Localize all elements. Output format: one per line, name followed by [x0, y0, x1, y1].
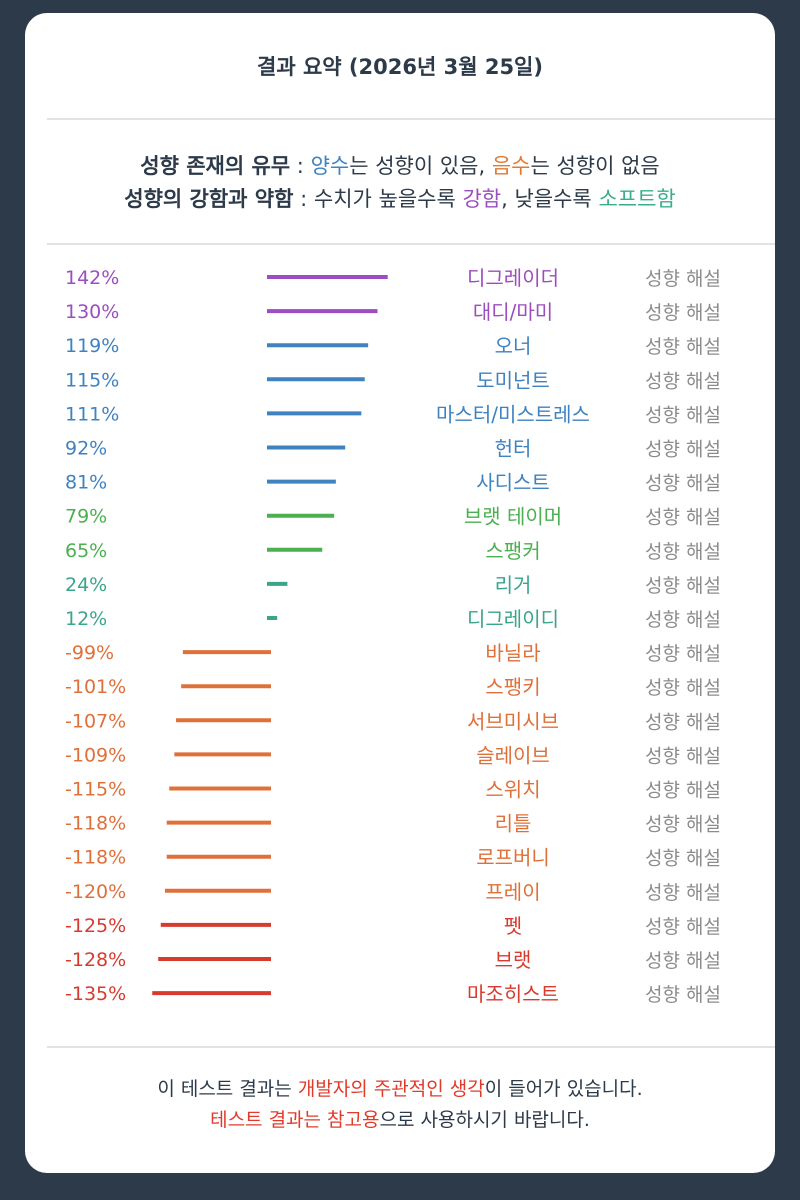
value-label: -107%: [65, 710, 126, 732]
explanation-link[interactable]: 성향 해설: [645, 984, 721, 1006]
value-label: 111%: [65, 403, 119, 425]
explanation-link[interactable]: 성향 해설: [645, 643, 721, 665]
explanation-link[interactable]: 성향 해설: [645, 882, 721, 904]
legend-strength-label: 성향의 강함과 약함: [124, 187, 294, 211]
value-label: -128%: [65, 949, 126, 971]
legend-positive-term: 양수: [310, 154, 350, 178]
explanation-link[interactable]: 성향 해설: [645, 745, 721, 767]
middle-divider: [47, 243, 775, 245]
category-label: 브랫: [495, 948, 532, 972]
value-label: -118%: [65, 813, 126, 835]
explanation-link[interactable]: 성향 해설: [645, 404, 721, 426]
value-label: -99%: [65, 642, 114, 664]
explanation-link[interactable]: 성향 해설: [645, 302, 721, 324]
value-label: -135%: [65, 983, 126, 1005]
value-label: 24%: [65, 574, 107, 596]
explanation-link[interactable]: 성향 해설: [645, 950, 721, 972]
footer-highlight-b: 테스트 결과는 참고용: [210, 1109, 380, 1131]
category-label: 대디/마미: [473, 300, 553, 324]
top-divider: [47, 118, 775, 120]
explanation-link[interactable]: 성향 해설: [645, 439, 721, 461]
value-label: 119%: [65, 335, 119, 357]
value-label: 79%: [65, 506, 107, 528]
value-label: -109%: [65, 744, 126, 766]
explanation-link[interactable]: 성향 해설: [645, 575, 721, 597]
bottom-divider: [47, 1046, 775, 1048]
explanation-link[interactable]: 성향 해설: [645, 711, 721, 733]
result-card: 결과 요약 (2026년 3월 25일) 성향 존재의 유무 : 양수는 성향이…: [25, 13, 775, 1173]
value-label: 115%: [65, 369, 119, 391]
category-label: 오너: [495, 334, 532, 358]
page-title: 결과 요약 (2026년 3월 25일): [257, 55, 543, 79]
footer-text-b: 이 들어가 있습니다.: [484, 1078, 643, 1100]
category-label: 디그레이더: [467, 266, 559, 290]
category-label: 도미넌트: [476, 368, 550, 392]
legend-line-2: 성향의 강함과 약함 : 수치가 높을수록 강함, 낮을수록 소프트함: [25, 183, 775, 213]
explanation-link[interactable]: 성향 해설: [645, 848, 721, 870]
legend-line-1: 성향 존재의 유무 : 양수는 성향이 있음, 음수는 성향이 없음: [25, 150, 775, 180]
value-label: 65%: [65, 540, 107, 562]
legend-strong-term: 강함: [462, 187, 502, 211]
category-label: 스팽키: [485, 675, 540, 699]
value-label: -118%: [65, 847, 126, 869]
footer-line-2: 테스트 결과는 참고용으로 사용하시기 바랍니다.: [25, 1105, 775, 1132]
explanation-link[interactable]: 성향 해설: [645, 916, 721, 938]
value-label: -120%: [65, 881, 126, 903]
legend-mid-1: 는 성향이 있음,: [349, 154, 492, 178]
explanation-link[interactable]: 성향 해설: [645, 609, 721, 631]
footer-line-1: 이 테스트 결과는 개발자의 주관적인 생각이 들어가 있습니다.: [25, 1074, 775, 1101]
category-label: 슬레이브: [476, 743, 550, 767]
category-label: 사디스트: [476, 471, 550, 495]
value-label: 92%: [65, 438, 107, 460]
category-label: 리틀: [495, 812, 532, 836]
footer-highlight-a: 개발자의 주관적인 생각: [297, 1078, 485, 1100]
value-label: -101%: [65, 676, 126, 698]
category-label: 로프버니: [476, 846, 550, 870]
category-label: 프레이: [485, 880, 540, 904]
category-label: 마조히스트: [467, 982, 559, 1006]
category-label: 브랫 테이머: [464, 505, 562, 529]
explanation-link[interactable]: 성향 해설: [645, 677, 721, 699]
value-label: 130%: [65, 301, 119, 323]
explanation-link[interactable]: 성향 해설: [645, 336, 721, 358]
category-label: 스팽커: [485, 539, 540, 563]
category-label: 리거: [495, 573, 532, 597]
category-label: 서브미시브: [467, 709, 559, 733]
footer-text-c: 으로 사용하시기 바랍니다.: [379, 1109, 590, 1131]
value-label: 142%: [65, 267, 119, 289]
explanation-link[interactable]: 성향 해설: [645, 814, 721, 836]
explanation-link[interactable]: 성향 해설: [645, 541, 721, 563]
legend-soft-term: 소프트함: [598, 187, 676, 211]
category-label: 마스터/미스트레스: [436, 402, 590, 426]
category-label: 디그레이디: [467, 607, 559, 631]
legend-sep-1: :: [290, 154, 311, 178]
category-label: 헌터: [495, 437, 532, 461]
legend-mid-2: , 낮을수록: [501, 187, 599, 211]
category-label: 스위치: [485, 778, 540, 802]
category-label: 바닐라: [485, 641, 540, 665]
explanation-link[interactable]: 성향 해설: [645, 507, 721, 529]
legend-sep-2: : 수치가 높을수록: [293, 187, 463, 211]
explanation-link[interactable]: 성향 해설: [645, 268, 721, 290]
legend-existence-label: 성향 존재의 유무: [140, 154, 291, 178]
footer-text-a: 이 테스트 결과는: [157, 1078, 298, 1100]
explanation-link[interactable]: 성향 해설: [645, 473, 721, 495]
value-label: -115%: [65, 779, 126, 801]
legend-negative-term: 음수: [491, 154, 531, 178]
value-label: -125%: [65, 915, 126, 937]
explanation-link[interactable]: 성향 해설: [645, 370, 721, 392]
value-label: 12%: [65, 608, 107, 630]
value-label: 81%: [65, 472, 107, 494]
category-label: 펫: [504, 914, 522, 938]
legend-end-1: 는 성향이 없음: [530, 154, 660, 178]
explanation-link[interactable]: 성향 해설: [645, 780, 721, 802]
